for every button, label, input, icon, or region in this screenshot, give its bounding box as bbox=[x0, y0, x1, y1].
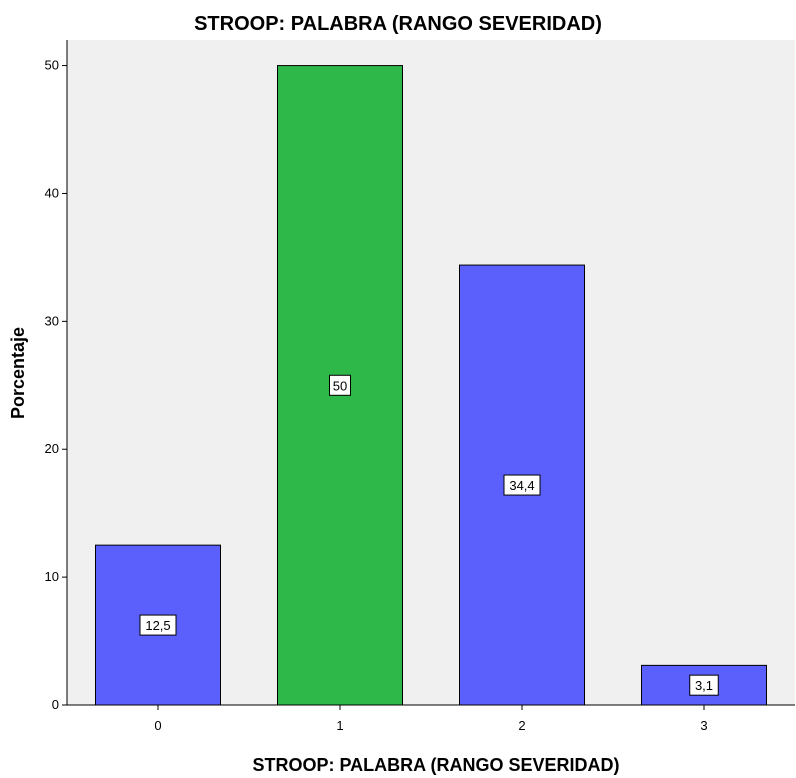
x-tick-label: 1 bbox=[336, 718, 343, 733]
chart-title: STROOP: PALABRA (RANGO SEVERIDAD) bbox=[194, 13, 602, 35]
data-label: 12,5 bbox=[145, 618, 170, 633]
y-tick-label: 30 bbox=[45, 313, 59, 328]
data-label: 34,4 bbox=[509, 478, 534, 493]
y-tick-label: 50 bbox=[45, 58, 59, 73]
data-label-box bbox=[689, 674, 719, 696]
y-tick-label: 40 bbox=[45, 185, 59, 200]
x-axis-title: STROOP: PALABRA (RANGO SEVERIDAD) bbox=[252, 755, 619, 775]
data-label-box bbox=[139, 614, 177, 636]
data-label: 3,1 bbox=[695, 678, 713, 693]
x-tick-label: 0 bbox=[154, 718, 161, 733]
y-tick-label: 0 bbox=[52, 697, 59, 712]
x-tick-label: 2 bbox=[518, 718, 525, 733]
data-label: 50 bbox=[333, 378, 347, 393]
data-label-box bbox=[329, 374, 351, 396]
y-tick-label: 10 bbox=[45, 569, 59, 584]
y-axis-title: Porcentaje bbox=[8, 327, 28, 419]
y-tick-label: 20 bbox=[45, 441, 59, 456]
x-tick-label: 3 bbox=[700, 718, 707, 733]
data-label-box bbox=[503, 474, 541, 496]
